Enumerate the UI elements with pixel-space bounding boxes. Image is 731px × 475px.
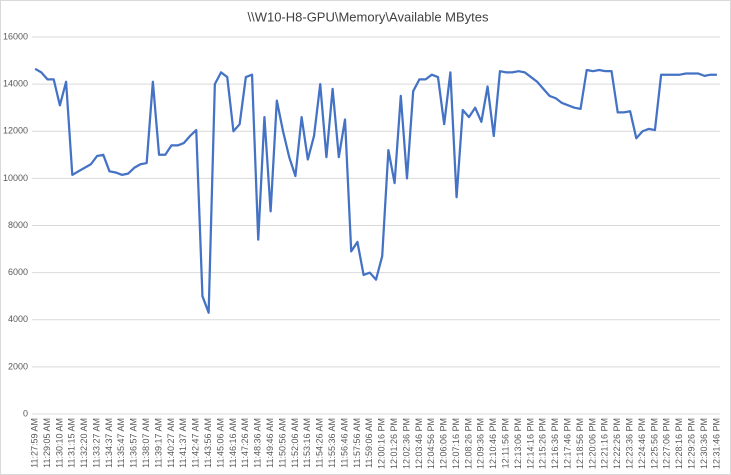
- x-tick-label: 11:54:26 AM: [315, 418, 325, 468]
- x-tick-label: 11:39:17 AM: [153, 418, 163, 468]
- y-tick-label: 0: [23, 408, 28, 418]
- x-tick-label: 11:34:37 AM: [104, 418, 114, 468]
- x-tick-label: 12:00:16 PM: [377, 418, 387, 469]
- x-tick-label: 11:50:56 AM: [277, 418, 287, 468]
- chart-title: \\W10-H8-GPU\Memory\Available MBytes: [247, 9, 489, 24]
- x-tick-label: 12:02:36 PM: [401, 418, 411, 469]
- x-tick-label: 11:45:06 AM: [215, 418, 225, 468]
- x-tick-label: 11:36:57 AM: [129, 418, 139, 468]
- x-tick-label: 11:56:46 AM: [339, 418, 349, 468]
- y-tick-label: 4000: [8, 314, 28, 324]
- x-tick-label: 12:27:06 PM: [662, 418, 672, 469]
- x-tick-label: 11:27:59 AM: [29, 418, 39, 468]
- x-tick-label: 11:33:27 AM: [91, 418, 101, 468]
- x-tick-label: 11:31:15 AM: [67, 418, 77, 468]
- x-tick-label: 12:20:06 PM: [587, 418, 597, 469]
- x-tick-label: 11:32:20 AM: [79, 418, 89, 468]
- data-line: [34, 67, 717, 314]
- x-tick-label: 12:30:36 PM: [699, 418, 709, 469]
- x-tick-label: 11:40:27 AM: [166, 418, 176, 468]
- x-tick-label: 12:25:56 PM: [649, 418, 659, 469]
- x-tick-label: 11:47:26 AM: [240, 418, 250, 468]
- x-tick-label: 11:29:05 AM: [42, 418, 52, 468]
- x-tick-label: 12:14:16 PM: [525, 418, 535, 469]
- y-tick-label: 10000: [3, 173, 28, 183]
- x-tick-label: 11:48:36 AM: [253, 418, 263, 468]
- x-tick-label: 11:42:47 AM: [191, 418, 201, 468]
- x-tick-label: 12:11:56 PM: [501, 418, 511, 468]
- y-tick-label: 8000: [8, 220, 28, 230]
- x-tick-label: 11:38:07 AM: [141, 418, 151, 468]
- x-tick-label: 12:01:26 PM: [389, 418, 399, 469]
- x-tick-label: 12:23:36 PM: [625, 418, 635, 469]
- x-tick-label: 12:06:06 PM: [439, 418, 449, 469]
- x-tick-label: 12:13:06 PM: [513, 418, 523, 469]
- y-tick-label: 12000: [3, 126, 28, 136]
- x-tick-label: 11:49:46 AM: [265, 418, 275, 468]
- x-tick-label: 12:21:16 PM: [600, 418, 610, 469]
- x-tick-label: 11:43:56 AM: [203, 418, 213, 468]
- x-tick-label: 12:24:46 PM: [637, 418, 647, 469]
- x-tick-label: 12:04:56 PM: [426, 418, 436, 469]
- y-tick-label: 16000: [3, 31, 28, 41]
- x-tick-label: 12:29:26 PM: [686, 418, 696, 469]
- x-tick-label: 11:41:37 AM: [178, 418, 188, 468]
- x-tick-label: 11:59:06 AM: [364, 418, 374, 468]
- x-tick-label: 11:30:10 AM: [54, 418, 64, 468]
- x-tick-label: 11:53:16 AM: [302, 418, 312, 468]
- y-tick-label: 6000: [8, 267, 28, 277]
- x-tick-label: 12:08:26 PM: [463, 418, 473, 469]
- y-tick-label: 14000: [3, 79, 28, 89]
- x-tick-label: 12:03:46 PM: [414, 418, 424, 469]
- x-tick-label: 11:57:56 AM: [352, 418, 362, 468]
- x-tick-label: 12:22:26 PM: [612, 418, 622, 469]
- x-tick-label: 12:28:16 PM: [674, 418, 684, 469]
- x-tick-label: 11:46:16 AM: [228, 418, 238, 468]
- x-tick-label: 12:09:36 PM: [476, 418, 486, 469]
- x-tick-label: 11:55:36 AM: [327, 418, 337, 468]
- x-tick-label: 12:31:46 PM: [711, 418, 721, 469]
- x-tick-label: 12:16:36 PM: [550, 418, 560, 469]
- x-tick-label: 12:18:56 PM: [575, 418, 585, 469]
- x-tick-label: 12:10:46 PM: [488, 418, 498, 469]
- y-tick-label: 2000: [8, 361, 28, 371]
- x-tick-label: 11:52:06 AM: [290, 418, 300, 468]
- x-tick-label: 12:15:26 PM: [538, 418, 548, 469]
- x-tick-label: 11:35:47 AM: [116, 418, 126, 468]
- x-tick-label: 12:17:46 PM: [563, 418, 573, 469]
- x-tick-label: 12:07:16 PM: [451, 418, 461, 469]
